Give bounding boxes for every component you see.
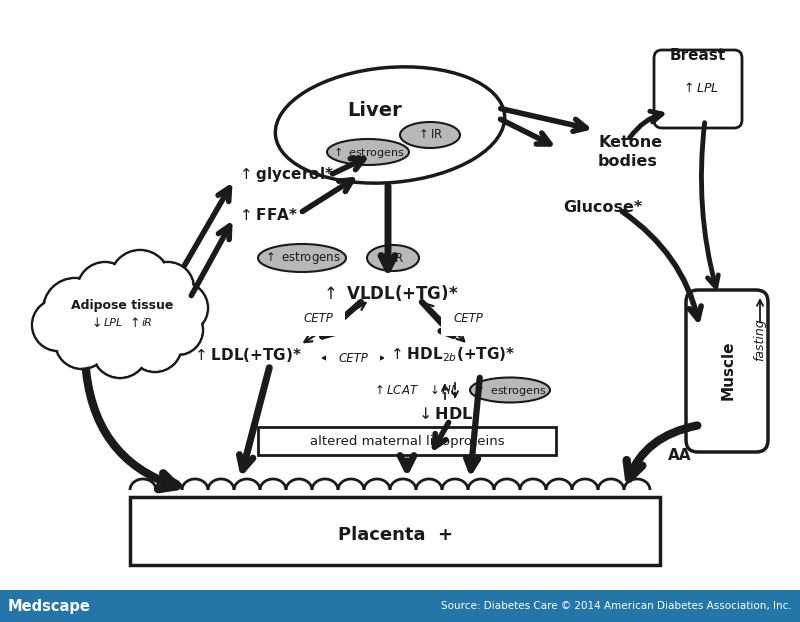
- Text: Adipose tissue: Adipose tissue: [71, 299, 173, 312]
- Bar: [130, 497, 660, 565]
- FancyBboxPatch shape: [654, 50, 742, 128]
- Circle shape: [153, 305, 203, 355]
- Text: $\uparrow$LDL(+TG)*: $\uparrow$LDL(+TG)*: [192, 346, 302, 364]
- Text: Ketone
bodies: Ketone bodies: [598, 135, 662, 169]
- Ellipse shape: [258, 244, 346, 272]
- Bar: [0, 590, 800, 622]
- Circle shape: [156, 282, 208, 334]
- Text: CETP: CETP: [338, 351, 368, 364]
- Circle shape: [111, 251, 169, 309]
- Text: LPL: LPL: [104, 318, 123, 328]
- Ellipse shape: [275, 67, 505, 183]
- Text: $\uparrow$: $\uparrow$: [127, 316, 139, 330]
- Text: Medscape: Medscape: [8, 598, 91, 613]
- Text: $\uparrow$IR: $\uparrow$IR: [416, 129, 444, 141]
- Circle shape: [77, 262, 133, 318]
- Text: $\uparrow$IR: $\uparrow$IR: [377, 251, 405, 264]
- Circle shape: [130, 320, 181, 371]
- Text: $\downarrow$HL: $\downarrow$HL: [427, 384, 458, 396]
- Text: $\uparrow$HDL$_{2b}$(+TG)*: $\uparrow$HDL$_{2b}$(+TG)*: [388, 346, 515, 364]
- Circle shape: [154, 307, 202, 353]
- Circle shape: [143, 264, 193, 312]
- Circle shape: [45, 279, 106, 340]
- Text: $\uparrow$LPL: $\uparrow$LPL: [681, 81, 719, 95]
- FancyBboxPatch shape: [686, 290, 768, 452]
- Text: fasting: fasting: [754, 318, 766, 361]
- Text: $\downarrow$HDL$_3$: $\downarrow$HDL$_3$: [415, 406, 480, 424]
- Text: $\uparrow$ estrogens: $\uparrow$ estrogens: [473, 383, 547, 397]
- Text: Source: Diabetes Care © 2014 American Diabetes Association, Inc.: Source: Diabetes Care © 2014 American Di…: [442, 601, 792, 611]
- Circle shape: [34, 300, 82, 350]
- Text: $\uparrow$ VLDL(+TG)*: $\uparrow$ VLDL(+TG)*: [320, 283, 458, 303]
- Circle shape: [43, 278, 107, 342]
- Text: iR: iR: [142, 318, 153, 328]
- Text: $\uparrow$LCAT: $\uparrow$LCAT: [372, 384, 419, 396]
- Circle shape: [158, 284, 206, 333]
- Text: $\uparrow$ estrogens: $\uparrow$ estrogens: [331, 144, 405, 159]
- Text: CETP: CETP: [453, 312, 483, 325]
- Text: altered maternal lipoproteins: altered maternal lipoproteins: [310, 435, 504, 447]
- Ellipse shape: [367, 245, 419, 271]
- Circle shape: [77, 273, 167, 363]
- Text: Muscle: Muscle: [721, 340, 735, 400]
- Text: Breast: Breast: [670, 47, 726, 62]
- Ellipse shape: [470, 378, 550, 402]
- Circle shape: [94, 323, 146, 376]
- Circle shape: [92, 322, 148, 378]
- Bar: [258, 427, 556, 455]
- Text: Liver: Liver: [348, 101, 402, 119]
- Text: $\uparrow$FFA*: $\uparrow$FFA*: [237, 207, 298, 223]
- Circle shape: [57, 317, 107, 368]
- Text: AA: AA: [668, 447, 692, 463]
- Circle shape: [142, 262, 194, 314]
- Text: $\uparrow$glycerol*: $\uparrow$glycerol*: [237, 164, 334, 183]
- Circle shape: [55, 315, 109, 369]
- Ellipse shape: [400, 122, 460, 148]
- Circle shape: [110, 250, 170, 310]
- Circle shape: [32, 299, 84, 351]
- Circle shape: [128, 318, 182, 372]
- Text: $\uparrow$ estrogens: $\uparrow$ estrogens: [263, 250, 341, 266]
- Text: Glucose*: Glucose*: [563, 200, 642, 215]
- Text: Placenta  +: Placenta +: [338, 526, 453, 544]
- Text: $\downarrow$: $\downarrow$: [89, 316, 101, 330]
- Circle shape: [78, 264, 131, 317]
- Text: CETP: CETP: [303, 312, 333, 325]
- Ellipse shape: [327, 139, 409, 165]
